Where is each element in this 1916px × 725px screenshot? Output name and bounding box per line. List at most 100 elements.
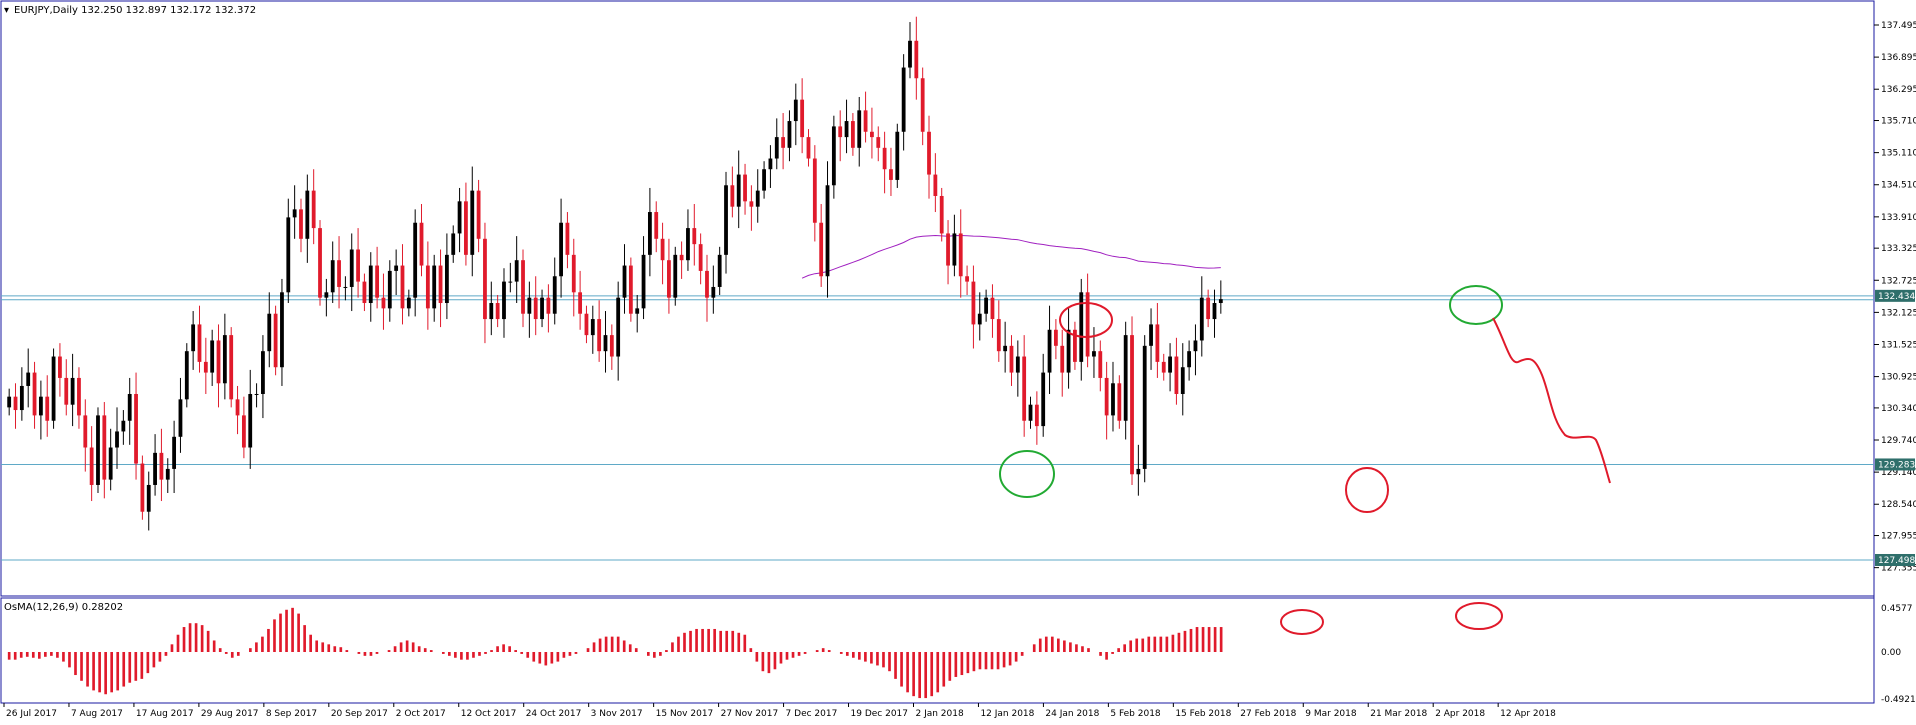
candle xyxy=(736,150,741,229)
candle xyxy=(546,284,551,333)
candle-body xyxy=(1092,351,1096,357)
candle-body xyxy=(1168,356,1172,373)
candle xyxy=(222,313,227,400)
candle-body xyxy=(1212,303,1217,320)
candle xyxy=(971,265,976,349)
candle-body xyxy=(736,174,741,207)
candle xyxy=(667,238,671,314)
candle xyxy=(159,428,164,502)
x-tick-label: 7 Aug 2017 xyxy=(71,709,123,719)
candle xyxy=(356,228,360,298)
x-tick-label: 15 Nov 2017 xyxy=(656,709,714,719)
candle xyxy=(77,367,81,429)
candle-body xyxy=(609,335,614,357)
x-tick-label: 2 Apr 2018 xyxy=(1435,709,1485,719)
candle xyxy=(844,99,849,154)
candle-body xyxy=(762,169,766,191)
y-tick-label: 136.895 xyxy=(1881,53,1916,63)
candle xyxy=(857,96,862,167)
candle xyxy=(413,209,418,317)
candle-body xyxy=(667,260,671,298)
candle-body xyxy=(679,254,684,261)
candle-body xyxy=(203,361,208,373)
candle-body xyxy=(920,78,925,132)
candle-body xyxy=(324,292,329,298)
candle-body xyxy=(451,233,456,255)
candle-body xyxy=(13,396,18,411)
candle xyxy=(1130,316,1134,485)
candle xyxy=(1155,303,1160,378)
y-tick-label: 127.355 xyxy=(1881,564,1916,574)
candle xyxy=(318,220,322,306)
candle-body xyxy=(571,254,576,293)
candle-body xyxy=(781,137,786,148)
candle-body xyxy=(552,276,557,314)
candle xyxy=(1041,353,1046,437)
candle-body xyxy=(400,265,405,309)
candle xyxy=(616,281,621,381)
candle xyxy=(717,246,722,295)
symbol-dropdown-icon[interactable]: ▾ xyxy=(4,5,9,16)
candle xyxy=(394,249,399,295)
candle xyxy=(1117,375,1122,429)
candle-body xyxy=(1034,404,1039,427)
x-tick-label: 12 Jan 2018 xyxy=(980,709,1034,719)
candle-body xyxy=(222,335,227,384)
candle-body xyxy=(908,40,912,68)
candle-body xyxy=(882,147,887,170)
candle xyxy=(89,426,94,502)
candle-body xyxy=(273,313,278,368)
candle-body xyxy=(489,303,494,320)
candle-body xyxy=(1123,335,1128,421)
candle-body xyxy=(89,447,94,485)
candle-body xyxy=(654,212,659,239)
candle-body xyxy=(121,420,126,432)
candle-body xyxy=(559,222,563,277)
candle xyxy=(286,198,291,304)
candle-body xyxy=(337,260,341,287)
candle-body xyxy=(1187,351,1192,368)
candle xyxy=(470,166,475,277)
candle-body xyxy=(102,415,107,480)
candle xyxy=(292,185,297,239)
resistance-circle-red xyxy=(1059,302,1113,338)
candle xyxy=(1098,340,1103,392)
candle xyxy=(660,222,665,285)
x-tick-label: 2 Jan 2018 xyxy=(915,709,963,719)
candle-body xyxy=(1199,297,1204,341)
candle-body xyxy=(210,340,215,373)
candle xyxy=(521,249,525,328)
candle-body xyxy=(800,99,805,138)
candle-body xyxy=(146,484,151,512)
candle xyxy=(996,300,1001,362)
candle xyxy=(870,107,874,159)
candle xyxy=(597,300,602,362)
candle-body xyxy=(368,265,373,304)
candle xyxy=(1136,444,1141,496)
candle-body xyxy=(692,228,697,245)
candle xyxy=(946,220,950,285)
candle xyxy=(280,278,284,386)
candle xyxy=(96,407,100,493)
candle-body xyxy=(806,137,811,159)
candle-body xyxy=(261,351,265,394)
candle xyxy=(527,281,532,338)
candle-body xyxy=(1041,372,1046,427)
candle xyxy=(191,311,196,370)
candle-body xyxy=(1136,468,1141,475)
candle xyxy=(673,246,678,306)
candle-body xyxy=(235,399,240,416)
candle xyxy=(432,254,437,322)
candle-body xyxy=(927,131,931,175)
candle-body xyxy=(70,377,75,405)
candle xyxy=(495,294,500,328)
candle-body xyxy=(45,396,50,421)
candle-body xyxy=(7,396,12,408)
candle xyxy=(958,209,963,298)
candle xyxy=(45,375,50,437)
candle-body xyxy=(1180,367,1185,394)
candle xyxy=(787,110,792,162)
candle xyxy=(1009,335,1014,386)
top-circle-green xyxy=(1449,285,1503,325)
candle-body xyxy=(996,319,1001,352)
